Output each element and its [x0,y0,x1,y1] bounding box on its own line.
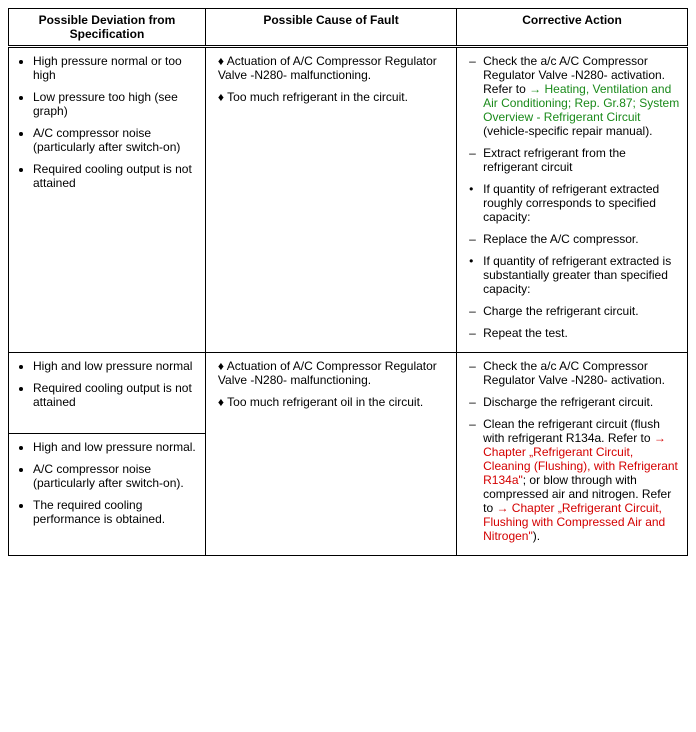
cross-ref-link[interactable]: → Chapter „Refrigerant Circuit, Flushing… [483,501,665,543]
list-item: Extract refrigerant from the refrigerant… [469,146,681,174]
list-item: Discharge the refrigerant circuit. [469,395,681,409]
list-item: High pressure normal or too high [33,54,199,82]
list-item: Repeat the test. [469,326,681,340]
list-item: Required cooling output is not attained [33,162,199,190]
list-item: High and low pressure normal. [33,440,199,454]
cell-cause: Actuation of A/C Compressor Regulator Va… [205,47,456,353]
list-item: Replace the A/C compressor. [469,232,681,246]
list-item: Too much refrigerant in the circuit. [218,90,450,104]
list-item: Required cooling output is not attained [33,381,199,409]
list-item: The required cooling performance is obta… [33,498,199,526]
list-item: A/C compressor noise (particularly after… [33,462,199,490]
list-item: If quantity of refrigerant extracted rou… [469,182,681,224]
cell-action: Check the a/c A/C Compressor Regulator V… [457,47,688,353]
list-item: Low pressure too high (see graph) [33,90,199,118]
col-header-action: Corrective Action [457,9,688,47]
list-item: If quantity of refrigerant extracted is … [469,254,681,296]
list-item: Charge the refrigerant circuit. [469,304,681,318]
list-item: Check the a/c A/C Compressor Regulator V… [469,54,681,138]
list-item: High and low pressure normal [33,359,199,373]
list-item: Actuation of A/C Compressor Regulator Va… [218,359,450,387]
list-item: Too much refrigerant oil in the circuit. [218,395,450,409]
cell-deviation: High and low pressure normal. A/C compre… [9,433,206,556]
cell-action: Check the a/c A/C Compressor Regulator V… [457,353,688,556]
cell-deviation: High pressure normal or too high Low pre… [9,47,206,353]
list-item: Clean the refrigerant circuit (flush wit… [469,417,681,543]
col-header-cause: Possible Cause of Fault [205,9,456,47]
list-item: A/C compressor noise (particularly after… [33,126,199,154]
cell-deviation: High and low pressure normal Required co… [9,353,206,434]
cell-cause: Actuation of A/C Compressor Regulator Va… [205,353,456,556]
list-item: Check the a/c A/C Compressor Regulator V… [469,359,681,387]
troubleshooting-table: Possible Deviation from Specification Po… [8,8,688,556]
list-item: Actuation of A/C Compressor Regulator Va… [218,54,450,82]
col-header-deviation: Possible Deviation from Specification [9,9,206,47]
